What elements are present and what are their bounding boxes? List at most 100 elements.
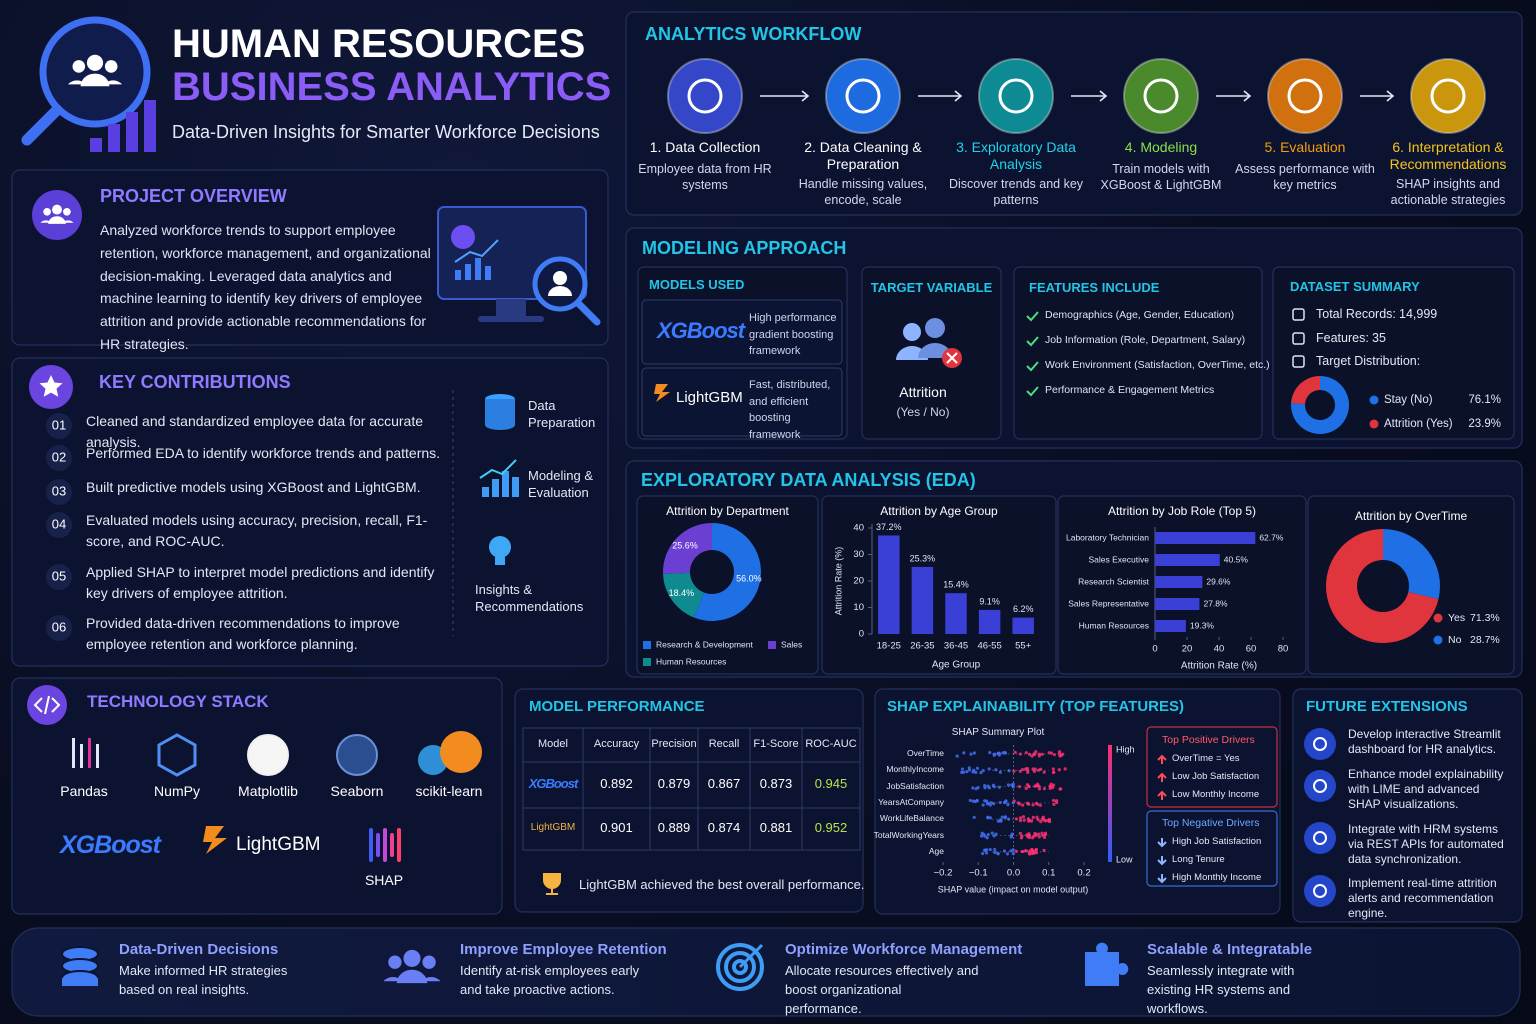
lgbm-glyph xyxy=(654,384,670,402)
monitor-bar xyxy=(455,270,461,280)
x-tick-label: 0.0 xyxy=(1007,868,1020,879)
legend-label: Attrition (Yes) xyxy=(1384,418,1453,430)
icon-body xyxy=(48,216,66,224)
shap-dot xyxy=(1036,802,1040,806)
tool-glyph xyxy=(88,738,91,768)
panel xyxy=(641,367,843,437)
x-axis-label: SHAP value (impact on model output) xyxy=(938,884,1088,894)
shap-dot xyxy=(988,750,992,755)
footer-icon xyxy=(724,951,756,983)
shap-dot xyxy=(984,851,989,855)
x-axis-label: Attrition Rate (%) xyxy=(1181,661,1257,672)
shap-dot xyxy=(1057,768,1061,772)
shap-glyph xyxy=(369,828,373,862)
dataset-title: DATASET SUMMARY xyxy=(1290,279,1420,294)
tool-glyph xyxy=(80,744,83,768)
contributions-title: KEY CONTRIBUTIONS xyxy=(99,372,291,392)
shap-dot xyxy=(1057,752,1061,756)
bar xyxy=(1155,620,1186,632)
category-label: Sales Executive xyxy=(1089,554,1150,564)
x-tick-label: 0.2 xyxy=(1077,868,1090,879)
driver-item: Long Tenure xyxy=(1172,854,1225,865)
monitor-base xyxy=(478,316,544,322)
model-name: XGBoost xyxy=(528,776,579,791)
model-logo: LightGBM xyxy=(676,389,743,406)
shap-plot-title: SHAP Summary Plot xyxy=(951,727,1045,738)
arrow-head xyxy=(1243,90,1252,102)
step-text: Assess performance with key metrics xyxy=(1235,162,1375,192)
footer-title: Improve Employee Retention xyxy=(460,941,667,958)
bar xyxy=(1155,532,1256,544)
shap-dot xyxy=(1042,787,1047,791)
icon-body xyxy=(104,80,122,85)
category-label: Laboratory Technician xyxy=(1066,532,1149,542)
bar-label: 40.5% xyxy=(1224,554,1249,564)
icon-body xyxy=(80,73,110,87)
shap-dot xyxy=(1003,815,1008,819)
shap-dot xyxy=(1021,815,1026,819)
step-title: 1. Data Collection xyxy=(649,139,761,155)
modeling-title: MODELING APPROACH xyxy=(642,238,847,258)
bar-label: 62.7% xyxy=(1259,532,1284,542)
shap-dot xyxy=(972,768,976,772)
shap-dot xyxy=(983,848,987,853)
bar xyxy=(1155,554,1220,566)
arrow-head xyxy=(801,90,810,102)
model-text: Fast, distributed, and efficient boostin… xyxy=(749,379,831,441)
shap-dot xyxy=(1021,803,1025,807)
shap-dot xyxy=(1010,783,1014,787)
bar-label: 27.8% xyxy=(1203,598,1228,608)
shap-dot xyxy=(1030,754,1034,758)
metric-value: 0.881 xyxy=(759,820,793,835)
footer-icon xyxy=(738,943,764,969)
db-icon xyxy=(485,420,515,430)
shap-dot xyxy=(1026,834,1030,838)
icon-head xyxy=(43,207,51,216)
metric-value: 0.873 xyxy=(759,776,793,791)
shap-dot xyxy=(1031,815,1035,819)
shap-dot xyxy=(1042,770,1046,774)
panel xyxy=(1146,726,1278,808)
trophy xyxy=(543,873,561,895)
shap-dot xyxy=(1013,750,1017,754)
workflow-title: ANALYTICS WORKFLOW xyxy=(645,24,862,44)
bar xyxy=(978,609,1001,634)
shap-dot xyxy=(1042,835,1047,839)
shap-dot xyxy=(961,770,966,774)
legend-swatch xyxy=(1433,635,1443,645)
driver-item: High Job Satisfaction xyxy=(1172,836,1262,847)
metric-value: 0.952 xyxy=(814,820,848,835)
colorbar xyxy=(1108,745,1112,862)
future-title: FUTURE EXTENSIONS xyxy=(1306,698,1468,715)
shap-dot xyxy=(1043,819,1047,823)
shap-dot xyxy=(1034,833,1038,837)
models-title: MODELS USED xyxy=(649,277,745,292)
driver-item: High Monthly Income xyxy=(1172,872,1262,883)
future-item: Integrate with HRM systems via REST APIs… xyxy=(1348,822,1504,866)
icon-head xyxy=(403,949,421,967)
icon-head xyxy=(72,60,86,73)
shap-dot xyxy=(1025,849,1029,853)
tool-glyph xyxy=(336,734,378,776)
contribution-text: Cleaned and standardized employee data f… xyxy=(86,413,423,450)
header-icon xyxy=(39,16,151,128)
footer-icon xyxy=(1085,942,1129,986)
shap-dot xyxy=(1034,848,1038,852)
legend-swatch xyxy=(1369,419,1379,429)
shap-dot xyxy=(1052,753,1056,757)
stage-label: Insights & Recommendations xyxy=(475,582,584,614)
panel xyxy=(641,299,843,365)
chart-icon-bar xyxy=(482,487,489,497)
category-label: Research Scientist xyxy=(1078,576,1150,586)
item-number: 03 xyxy=(52,483,66,498)
shap-dot xyxy=(1017,785,1021,789)
shap-dot xyxy=(1018,769,1022,773)
legend-value: 28.7% xyxy=(1470,634,1500,646)
bar-label: 37.2% xyxy=(876,522,902,532)
shap-title: SHAP EXPLAINABILITY (TOP FEATURES) xyxy=(887,698,1184,715)
shap-feature: MonthlyIncome xyxy=(886,764,944,775)
legend-label: Human Resources xyxy=(656,656,726,666)
chart-title: Attrition by Department xyxy=(666,504,789,518)
x-tick-label: 20 xyxy=(1182,644,1193,655)
